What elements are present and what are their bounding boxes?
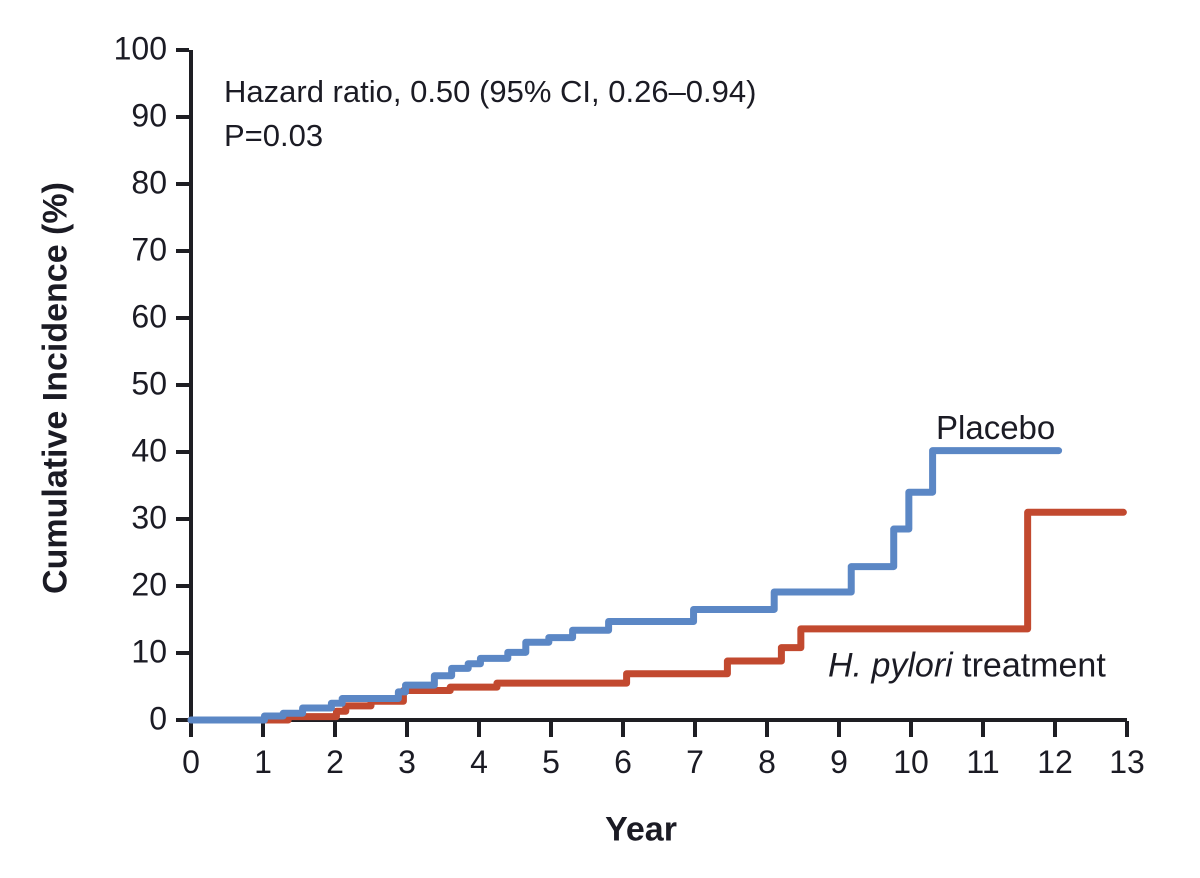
- x-tick-label: 13: [1109, 744, 1145, 780]
- p-value-line: P=0.03: [224, 118, 324, 153]
- curve-placebo: [187, 447, 1063, 724]
- x-tick-label: 0: [182, 744, 200, 780]
- y-tick-label: 70: [131, 231, 167, 268]
- x-axis-title: Year: [605, 810, 677, 849]
- series-label-hpylori-italic: H. pylori: [828, 646, 953, 685]
- hazard-ratio-annotation: Hazard ratio, 0.50 (95% CI, 0.26–0.94) P…: [224, 70, 756, 158]
- y-tick-label: 90: [131, 97, 167, 134]
- x-tick-label: 10: [893, 744, 929, 780]
- x-tick-label: 8: [758, 744, 776, 780]
- y-tick-label: 30: [131, 499, 167, 536]
- y-tick-label: 50: [131, 365, 167, 402]
- y-tick-label: 100: [113, 30, 167, 67]
- y-tick-label: 20: [131, 566, 167, 603]
- x-tick-label: 11: [966, 744, 1000, 780]
- y-tick-label: 40: [131, 432, 167, 469]
- y-tick-label: 80: [131, 164, 167, 201]
- x-tick-label: 12: [1037, 744, 1073, 780]
- x-tick-label: 7: [686, 744, 704, 780]
- x-tick-label: 9: [830, 744, 848, 780]
- x-tick-label: 1: [254, 744, 272, 780]
- series-label-hpylori-regular: treatment: [952, 646, 1106, 685]
- x-tick-label: 2: [326, 744, 344, 780]
- y-tick-label: 60: [131, 298, 167, 335]
- y-tick-label: 0: [149, 700, 167, 737]
- x-tick-label: 6: [614, 744, 632, 780]
- x-tick-label: 3: [398, 744, 416, 780]
- x-tick-label: 5: [542, 744, 560, 780]
- hazard-ratio-line: Hazard ratio, 0.50 (95% CI, 0.26–0.94): [224, 74, 757, 109]
- curve-h-pylori-treatment: [187, 508, 1127, 724]
- y-tick-label: 10: [131, 633, 167, 670]
- x-tick-label: 4: [470, 744, 488, 780]
- series-label-placebo: Placebo: [936, 409, 1056, 446]
- series-label-hpylori: H. pylori treatment: [828, 647, 1106, 686]
